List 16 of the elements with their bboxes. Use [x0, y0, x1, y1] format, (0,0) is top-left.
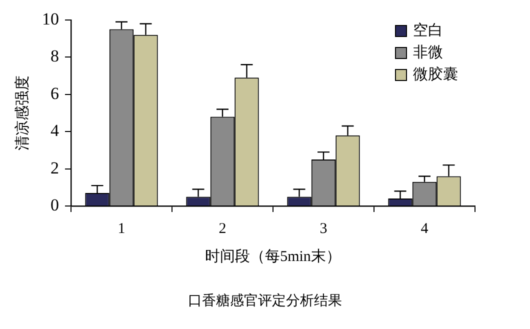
- x-tick-label: 1: [118, 220, 126, 237]
- legend-label: 微胶囊: [413, 66, 458, 85]
- legend-label: 空白: [413, 22, 443, 41]
- x-tick-label: 2: [218, 220, 226, 237]
- y-tick-label: 2: [50, 158, 59, 178]
- y-tick-label: 8: [50, 46, 59, 66]
- x-axis-title: 时间段（每5min末）: [205, 248, 341, 265]
- x-tick-label: 3: [320, 220, 328, 237]
- y-tick-label: 4: [50, 121, 60, 140]
- y-axis-title: 清凉感强度: [14, 76, 31, 150]
- y-tick-label: 6: [50, 84, 59, 103]
- y-tick-label: 10: [42, 9, 59, 28]
- text: 口香糖感官评定分析结果: [187, 292, 343, 310]
- y-tick-label: 0: [50, 195, 59, 214]
- x-tick-label: 4: [420, 220, 429, 237]
- legend-label: 非微: [413, 44, 443, 63]
